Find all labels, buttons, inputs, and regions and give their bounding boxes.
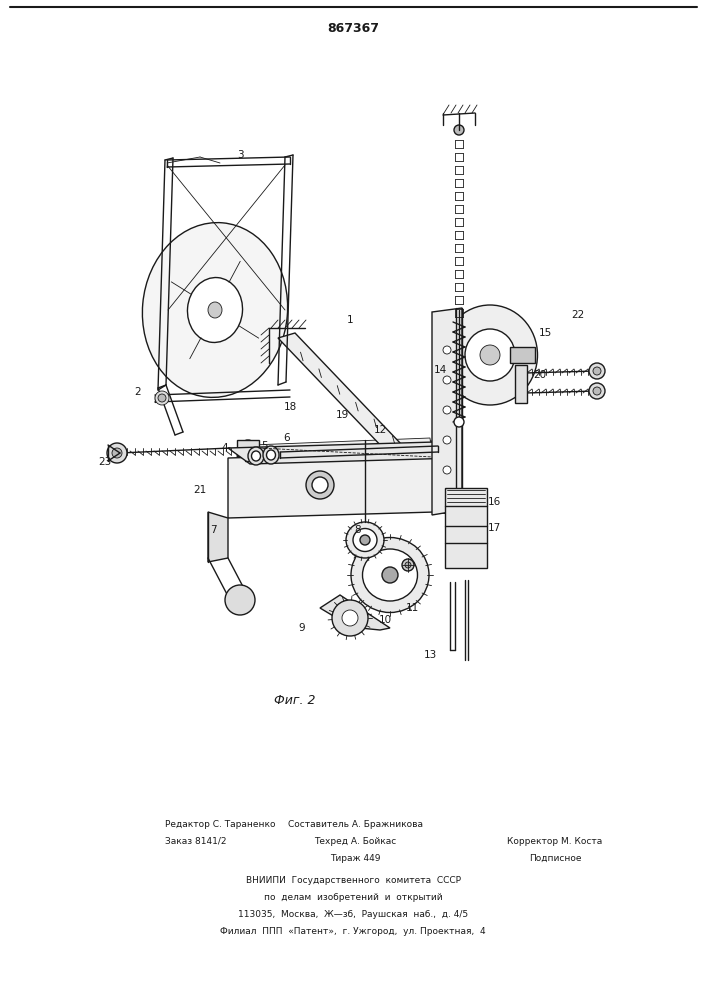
Text: 12: 12 bbox=[373, 425, 387, 435]
Ellipse shape bbox=[363, 549, 418, 601]
Polygon shape bbox=[320, 595, 390, 630]
Circle shape bbox=[443, 406, 451, 414]
Circle shape bbox=[402, 559, 414, 571]
Polygon shape bbox=[255, 440, 455, 466]
Text: Филиал  ППП  «Патент»,  г. Ужгород,  ул. Проектная,  4: Филиал ППП «Патент», г. Ужгород, ул. Про… bbox=[220, 927, 486, 936]
Circle shape bbox=[443, 466, 451, 474]
Text: 7: 7 bbox=[210, 525, 216, 535]
Text: 22: 22 bbox=[571, 310, 585, 320]
Circle shape bbox=[332, 600, 368, 636]
Text: 13: 13 bbox=[423, 650, 437, 660]
Circle shape bbox=[225, 585, 255, 615]
Circle shape bbox=[342, 610, 358, 626]
Text: 15: 15 bbox=[538, 328, 551, 338]
Text: 1: 1 bbox=[346, 315, 354, 325]
Circle shape bbox=[454, 417, 464, 427]
Circle shape bbox=[405, 562, 411, 568]
Ellipse shape bbox=[353, 528, 377, 552]
Polygon shape bbox=[432, 308, 462, 515]
Text: Техред А. Бойкас: Техред А. Бойкас bbox=[314, 837, 396, 846]
Ellipse shape bbox=[263, 446, 279, 464]
Text: 113035,  Москва,  Ж—зб,  Раушская  наб.,  д. 4/5: 113035, Москва, Ж—зб, Раушская наб., д. … bbox=[238, 910, 468, 919]
Text: Составитель А. Бражникова: Составитель А. Бражникова bbox=[288, 820, 423, 829]
Text: 10: 10 bbox=[378, 615, 392, 625]
Text: 18: 18 bbox=[284, 402, 297, 412]
Text: 9: 9 bbox=[298, 623, 305, 633]
Ellipse shape bbox=[208, 302, 222, 318]
Circle shape bbox=[593, 367, 601, 375]
Ellipse shape bbox=[248, 447, 264, 465]
Circle shape bbox=[107, 443, 127, 463]
Circle shape bbox=[112, 448, 122, 458]
Ellipse shape bbox=[267, 450, 276, 460]
Text: Тираж 449: Тираж 449 bbox=[329, 854, 380, 863]
Ellipse shape bbox=[312, 477, 328, 493]
Ellipse shape bbox=[443, 305, 537, 405]
Text: 11: 11 bbox=[405, 603, 419, 613]
Text: 3: 3 bbox=[237, 150, 243, 160]
Circle shape bbox=[454, 125, 464, 135]
Text: 867367: 867367 bbox=[327, 21, 379, 34]
Polygon shape bbox=[435, 442, 458, 515]
Circle shape bbox=[158, 394, 166, 402]
Circle shape bbox=[443, 436, 451, 444]
Text: 14: 14 bbox=[433, 365, 447, 375]
Ellipse shape bbox=[306, 471, 334, 499]
Text: 19: 19 bbox=[335, 410, 349, 420]
Text: Редактор С. Тараненко: Редактор С. Тараненко bbox=[165, 820, 276, 829]
Circle shape bbox=[360, 535, 370, 545]
Circle shape bbox=[480, 345, 500, 365]
Polygon shape bbox=[228, 442, 458, 464]
Text: Подписное: Подписное bbox=[529, 854, 581, 863]
Text: 17: 17 bbox=[487, 523, 501, 533]
Circle shape bbox=[382, 567, 398, 583]
Text: Корректор М. Коста: Корректор М. Коста bbox=[508, 837, 602, 846]
Bar bbox=[515, 365, 527, 403]
Text: 20: 20 bbox=[534, 370, 547, 380]
Polygon shape bbox=[228, 452, 435, 518]
Circle shape bbox=[245, 445, 251, 451]
Circle shape bbox=[593, 387, 601, 395]
Text: 21: 21 bbox=[194, 485, 206, 495]
Text: 6: 6 bbox=[284, 433, 291, 443]
Ellipse shape bbox=[142, 223, 288, 397]
Text: 2: 2 bbox=[135, 387, 141, 397]
Ellipse shape bbox=[187, 278, 243, 342]
Ellipse shape bbox=[465, 329, 515, 381]
Text: 8: 8 bbox=[355, 525, 361, 535]
Circle shape bbox=[589, 383, 605, 399]
Polygon shape bbox=[252, 438, 432, 462]
Circle shape bbox=[443, 346, 451, 354]
Text: 23: 23 bbox=[98, 457, 112, 467]
Text: Фиг. 2: Фиг. 2 bbox=[274, 694, 316, 706]
Bar bbox=[445, 488, 487, 568]
Ellipse shape bbox=[252, 451, 260, 461]
Polygon shape bbox=[208, 512, 228, 562]
Ellipse shape bbox=[346, 522, 384, 558]
Text: ВНИИПИ  Государственного  комитета  СССР: ВНИИПИ Государственного комитета СССР bbox=[245, 876, 460, 885]
Bar bbox=[237, 440, 259, 456]
Text: 16: 16 bbox=[487, 497, 501, 507]
Text: 5: 5 bbox=[261, 441, 267, 451]
Polygon shape bbox=[278, 333, 445, 495]
Circle shape bbox=[155, 391, 169, 405]
Text: 4: 4 bbox=[222, 443, 228, 453]
Bar bbox=[510, 347, 535, 363]
Circle shape bbox=[240, 440, 256, 456]
Text: по  делам  изобретений  и  открытий: по делам изобретений и открытий bbox=[264, 893, 443, 902]
Circle shape bbox=[589, 363, 605, 379]
Ellipse shape bbox=[351, 538, 429, 612]
Text: Заказ 8141/2: Заказ 8141/2 bbox=[165, 837, 226, 846]
Circle shape bbox=[443, 376, 451, 384]
